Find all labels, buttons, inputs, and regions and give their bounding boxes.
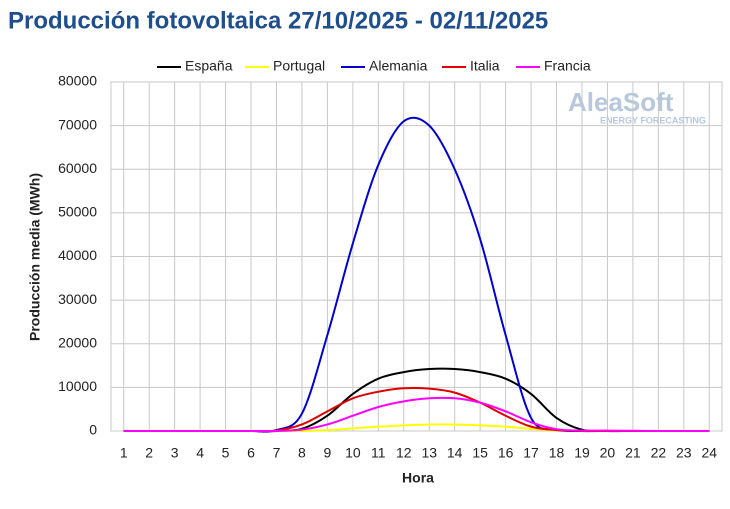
x-tick-label: 13 bbox=[421, 445, 437, 461]
x-axis-title: Hora bbox=[402, 470, 434, 486]
y-tick-label: 40000 bbox=[58, 247, 97, 263]
x-tick-label: 2 bbox=[145, 445, 153, 461]
legend-label: Alemania bbox=[369, 58, 428, 74]
chart-title: Producción fotovoltaica 27/10/2025 - 02/… bbox=[8, 7, 548, 34]
x-tick-label: 18 bbox=[549, 445, 565, 461]
x-tick-label: 19 bbox=[574, 445, 590, 461]
y-axis-title: Producción media (MWh) bbox=[27, 173, 43, 341]
x-tick-label: 10 bbox=[345, 445, 361, 461]
series-line bbox=[123, 116, 710, 433]
x-tick-label: 23 bbox=[676, 445, 692, 461]
y-tick-label: 80000 bbox=[58, 73, 97, 89]
x-tick-label: 5 bbox=[222, 445, 230, 461]
legend-label: España bbox=[185, 58, 233, 74]
y-tick-label: 50000 bbox=[58, 204, 97, 220]
legend-label: Italia bbox=[470, 58, 500, 74]
x-tick-label: 3 bbox=[171, 445, 179, 461]
x-tick-label: 4 bbox=[196, 445, 204, 461]
y-tick-label: 20000 bbox=[58, 334, 97, 350]
x-tick-label: 14 bbox=[447, 445, 463, 461]
x-tick-label: 22 bbox=[651, 445, 667, 461]
x-tick-label: 7 bbox=[273, 445, 281, 461]
y-tick-label: 10000 bbox=[58, 378, 97, 394]
x-tick-label: 12 bbox=[396, 445, 412, 461]
x-tick-label: 1 bbox=[120, 445, 128, 461]
x-tick-label: 24 bbox=[701, 445, 717, 461]
y-tick-label: 30000 bbox=[58, 291, 97, 307]
x-tick-label: 9 bbox=[323, 445, 331, 461]
y-tick-label: 70000 bbox=[58, 116, 97, 132]
legend-label: Portugal bbox=[273, 58, 325, 74]
x-tick-label: 8 bbox=[298, 445, 306, 461]
x-tick-label: 11 bbox=[371, 445, 386, 461]
y-tick-label: 0 bbox=[89, 422, 97, 438]
x-tick-label: 6 bbox=[247, 445, 255, 461]
y-tick-label: 60000 bbox=[58, 160, 97, 176]
x-tick-label: 20 bbox=[600, 445, 616, 461]
x-tick-label: 16 bbox=[498, 445, 514, 461]
watermark-tagline: ENERGY FORECASTING bbox=[600, 115, 706, 125]
series-line bbox=[123, 396, 710, 433]
plot-frame bbox=[110, 81, 723, 432]
x-tick-label: 17 bbox=[523, 445, 539, 461]
x-tick-label: 21 bbox=[625, 445, 641, 461]
legend-label: Francia bbox=[544, 58, 591, 74]
watermark-brand: AleaSoft bbox=[568, 87, 674, 117]
x-tick-label: 15 bbox=[472, 445, 488, 461]
